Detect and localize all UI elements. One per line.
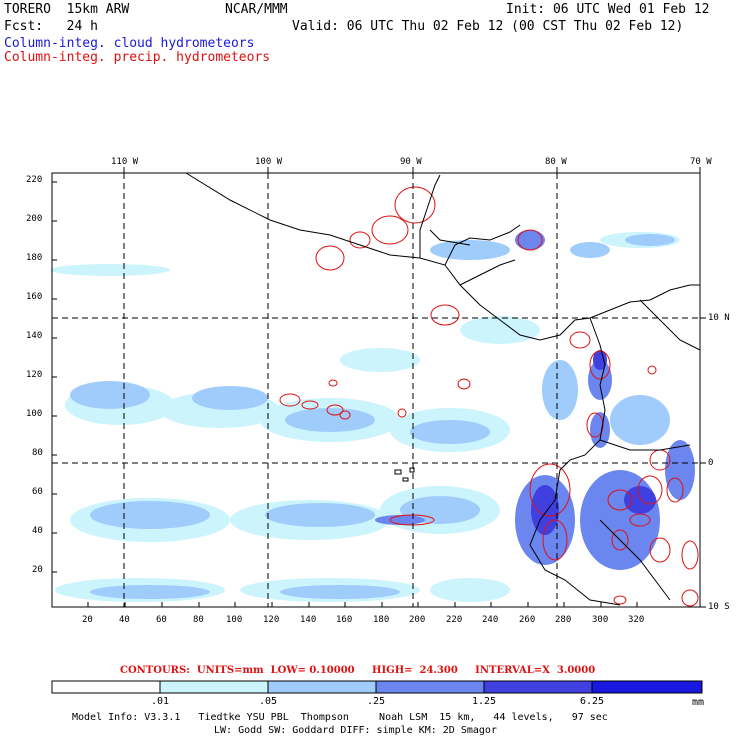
axis-ticks xyxy=(52,167,706,608)
y-tick-label: 140 xyxy=(26,331,43,341)
model-info-line1: Model Info: V3.3.1 Tiedtke YSU PBL Thomp… xyxy=(72,712,608,723)
colorbar-unit: mm xyxy=(692,697,705,708)
y-tick-label: 20 xyxy=(32,565,43,575)
colorbar-label: 6.25 xyxy=(580,696,605,707)
x-tick-label: 160 xyxy=(336,615,353,625)
x-tick-label: 260 xyxy=(519,615,536,625)
lon-label: 70 W xyxy=(690,157,712,167)
x-tick-label: 40 xyxy=(119,615,130,625)
lon-label: 80 W xyxy=(545,157,567,167)
x-tick-label: 320 xyxy=(628,615,645,625)
lat-label: 10 S xyxy=(708,602,730,612)
y-tick-label: 100 xyxy=(26,409,43,419)
field-precip-label: Column-integ. precip. hydrometeors xyxy=(4,50,271,65)
y-tick-label: 160 xyxy=(26,292,43,302)
x-tick-label: 60 xyxy=(156,615,167,625)
graticule xyxy=(52,173,700,607)
y-tick-label: 60 xyxy=(32,487,43,497)
forecast-hour: Fcst: 24 h xyxy=(4,19,98,34)
colorbar-label: 1.25 xyxy=(472,696,497,707)
init-time: Init: 06 UTC Wed 01 Feb 12 xyxy=(506,2,710,17)
y-tick-label: 200 xyxy=(26,214,43,224)
y-tick-label: 40 xyxy=(32,526,43,536)
x-tick-label: 80 xyxy=(193,615,204,625)
x-tick-label: 140 xyxy=(300,615,317,625)
valid-time: Valid: 06 UTC Thu 02 Feb 12 (00 CST Thu … xyxy=(292,19,684,34)
x-tick-label: 280 xyxy=(555,615,572,625)
institution-label: NCAR/MMM xyxy=(225,2,288,17)
colorbar-label: .25 xyxy=(367,696,386,707)
model-info-line2: LW: Godd SW: Goddard DIFF: simple KM: 2D… xyxy=(214,725,497,736)
model-title: TORERO 15km ARW xyxy=(4,2,130,17)
lon-label: 110 W xyxy=(111,157,139,167)
x-tick-label: 120 xyxy=(263,615,280,625)
x-tick-label: 300 xyxy=(592,615,609,625)
y-tick-label: 80 xyxy=(32,448,43,458)
lat-label: 0 xyxy=(708,458,714,468)
colorbar-label: .05 xyxy=(259,696,278,707)
contour-info: CONTOURS: UNITS=mm LOW= 0.10000 HIGH= 24… xyxy=(120,665,596,676)
precip-contours xyxy=(279,186,699,607)
x-tick-label: 220 xyxy=(446,615,463,625)
y-tick-label: 180 xyxy=(26,253,43,263)
cloud-shading xyxy=(50,230,695,602)
x-tick-label: 240 xyxy=(482,615,499,625)
colorbar-label: .01 xyxy=(151,696,170,707)
colorbar xyxy=(51,680,703,694)
x-tick-label: 20 xyxy=(82,615,93,625)
lon-label: 90 W xyxy=(400,157,422,167)
x-tick-label: 100 xyxy=(226,615,243,625)
x-tick-label: 180 xyxy=(373,615,390,625)
map-frame xyxy=(51,172,701,608)
x-tick-label: 200 xyxy=(409,615,426,625)
lon-label: 100 W xyxy=(255,157,283,167)
y-tick-label: 220 xyxy=(26,175,43,185)
y-tick-label: 120 xyxy=(26,370,43,380)
lat-label: 10 N xyxy=(708,313,730,323)
coastlines xyxy=(185,172,701,606)
field-cloud-label: Column-integ. cloud hydrometeors xyxy=(4,36,255,51)
